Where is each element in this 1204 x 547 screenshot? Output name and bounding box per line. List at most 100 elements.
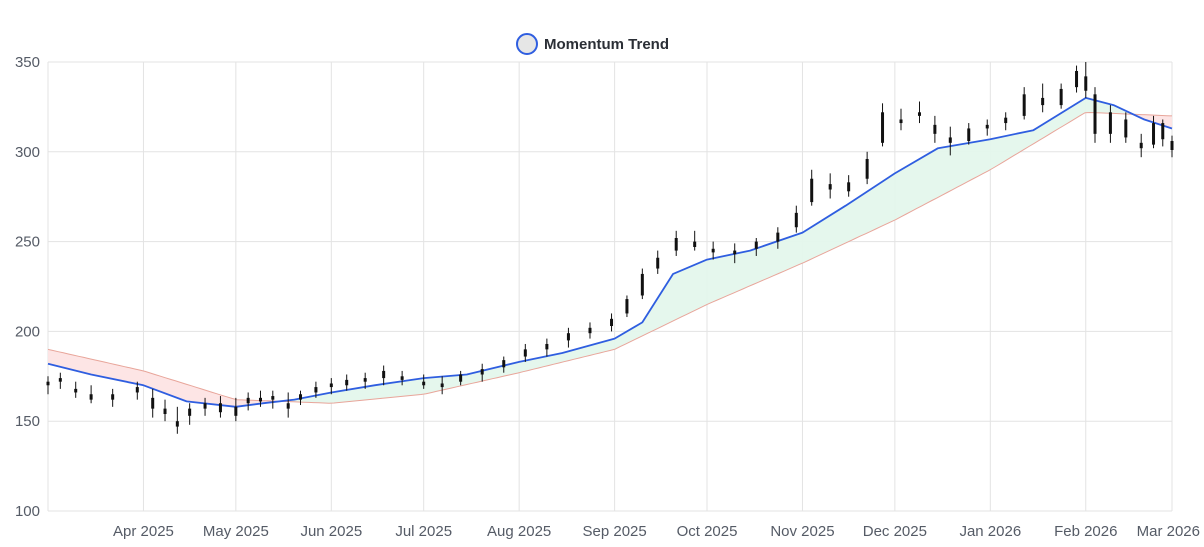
x-tick-label: May 2025	[203, 523, 269, 540]
candle	[1093, 87, 1097, 143]
candle	[502, 356, 506, 373]
candle	[74, 381, 78, 398]
legend-label[interactable]: Momentum Trend	[544, 36, 669, 53]
candle-body	[566, 333, 570, 341]
candle	[847, 175, 851, 197]
candle-body	[188, 408, 192, 416]
x-tick-label: Aug 2025	[487, 523, 551, 540]
candle	[1084, 62, 1088, 98]
candle-body	[545, 343, 549, 350]
candle	[828, 173, 832, 199]
candle	[881, 103, 885, 147]
candle	[135, 381, 139, 400]
candle	[899, 108, 903, 131]
candle	[480, 363, 484, 382]
candle-body	[234, 406, 238, 416]
candle	[163, 399, 167, 422]
candle-body	[1152, 123, 1156, 145]
candle	[188, 403, 192, 425]
candle-body	[135, 387, 139, 393]
candle-body	[1124, 119, 1128, 138]
candle	[329, 378, 333, 395]
candle-body	[363, 378, 367, 382]
candle-body	[480, 369, 484, 375]
candle-body	[640, 273, 644, 296]
candle	[459, 370, 463, 386]
candle	[271, 390, 275, 409]
candle-body	[1004, 117, 1008, 124]
candle	[286, 392, 290, 418]
candle-body	[933, 124, 937, 134]
candle-body	[1108, 112, 1112, 134]
candle-body	[794, 212, 798, 228]
candle-body	[218, 403, 222, 413]
candle	[810, 169, 814, 206]
candle	[382, 365, 386, 386]
candle	[933, 115, 937, 143]
candle-body	[1170, 141, 1174, 151]
candle-body	[502, 360, 506, 368]
candle	[1152, 115, 1156, 149]
candle-body	[711, 248, 715, 253]
x-tick-label: Mar 2026	[1137, 523, 1200, 540]
candle-body	[865, 158, 869, 179]
candle-body	[203, 403, 207, 409]
candle	[948, 126, 952, 156]
candles	[46, 62, 1174, 434]
candle-body	[1139, 142, 1143, 149]
candle	[111, 388, 115, 407]
candle-body	[329, 383, 333, 388]
lower-band-line	[47, 111, 1173, 404]
candle	[656, 250, 660, 274]
candle-body	[459, 374, 463, 382]
candle	[625, 295, 629, 318]
candle	[733, 243, 737, 264]
candle	[917, 101, 921, 124]
candle	[1124, 112, 1128, 143]
candle-body	[400, 376, 404, 380]
candle	[363, 372, 367, 389]
candle-body	[299, 394, 303, 400]
candle-body	[967, 128, 971, 142]
x-tick-label: Nov 2025	[770, 523, 834, 540]
candle	[246, 392, 250, 411]
candle	[203, 397, 207, 416]
candle-body	[1084, 76, 1088, 91]
candle	[314, 381, 318, 398]
candle	[967, 123, 971, 145]
x-tick-label: Dec 2025	[863, 523, 927, 540]
legend-swatch[interactable]	[516, 33, 538, 55]
candle	[175, 406, 179, 434]
candle	[1139, 133, 1143, 158]
candle-body	[1022, 94, 1026, 116]
x-tick-label: Feb 2026	[1054, 523, 1117, 540]
candle-body	[111, 394, 115, 400]
candle-body	[899, 119, 903, 124]
candle	[1075, 65, 1079, 93]
candle-body	[610, 318, 614, 327]
candle-body	[985, 124, 989, 129]
legend[interactable]: Momentum Trend	[516, 33, 669, 55]
candle-body	[286, 403, 290, 409]
candle	[674, 230, 678, 256]
candle-body	[588, 327, 592, 334]
candle	[693, 230, 697, 251]
x-tick-label: Jan 2026	[959, 523, 1021, 540]
candle	[1161, 119, 1165, 147]
y-tick-label: 100	[15, 503, 40, 520]
candle-body	[1093, 94, 1097, 134]
trend-line-group	[47, 97, 1173, 408]
candle-body	[258, 397, 262, 402]
candle	[711, 241, 715, 260]
momentum-bands	[47, 98, 1173, 407]
candle-body	[58, 378, 62, 382]
candle	[865, 151, 869, 185]
candle	[218, 396, 222, 418]
candle	[1108, 105, 1112, 143]
candle-body	[314, 387, 318, 393]
candle	[440, 376, 444, 395]
candle	[234, 397, 238, 422]
candle-body	[523, 349, 527, 357]
